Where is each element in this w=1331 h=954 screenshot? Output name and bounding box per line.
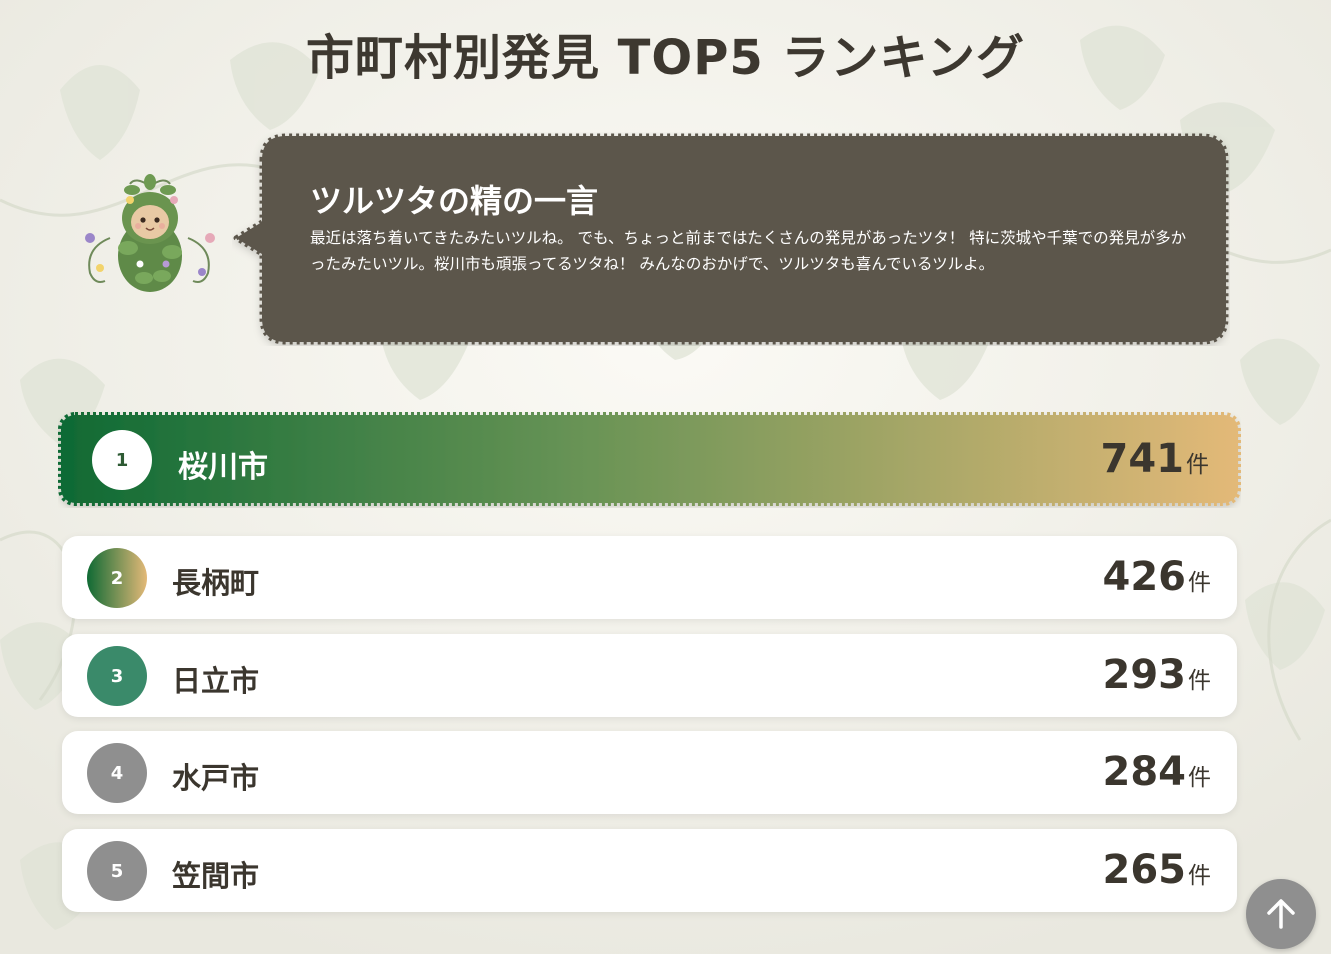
- speech-title: ツルツタの精の一言: [310, 182, 599, 220]
- rank-item-1[interactable]: 1 桜川市 741件: [58, 412, 1241, 508]
- count-unit: 件: [1188, 570, 1211, 596]
- count-unit: 件: [1188, 765, 1211, 791]
- rank-item-4[interactable]: 4 水戸市 284件: [62, 731, 1237, 814]
- count-2: 426件: [1102, 554, 1212, 600]
- count-unit: 件: [1188, 863, 1211, 889]
- city-name-1: 桜川市: [178, 450, 268, 485]
- count-1: 741件: [1100, 436, 1210, 482]
- page-title: 市町村別発見 TOP5 ランキング: [305, 30, 1026, 86]
- city-name-4: 水戸市: [172, 761, 260, 795]
- speech-bubble-shape: [233, 133, 1229, 345]
- rank-1-banner: [58, 412, 1241, 506]
- city-name-2: 長柄町: [172, 566, 260, 600]
- speech-text: 最近は落ち着いてきたみたいツルね。 でも、ちょっと前まではたくさんの発見があった…: [310, 229, 1187, 273]
- count-unit: 件: [1186, 452, 1209, 478]
- arrow-up-icon: [1267, 899, 1295, 929]
- ivy-fairy-icon: [85, 174, 215, 292]
- speech-bubble: ツルツタの精の一言 最近は落ち着いてきたみたいツルね。 でも、ちょっと前まではた…: [232, 132, 1230, 346]
- city-name-5: 笠間市: [172, 859, 260, 893]
- rank-badge-1: 1: [92, 430, 152, 490]
- rank-badge-4: 4: [87, 743, 147, 803]
- count-unit: 件: [1188, 668, 1211, 694]
- rank-item-2[interactable]: 2 長柄町 426件: [62, 536, 1237, 619]
- rank-badge-2: 2: [87, 548, 147, 608]
- count-4: 284件: [1102, 749, 1212, 795]
- rank-badge-3: 3: [87, 646, 147, 706]
- rank-item-5[interactable]: 5 笠間市 265件: [62, 829, 1237, 912]
- count-5: 265件: [1102, 847, 1212, 893]
- city-name-3: 日立市: [172, 664, 260, 698]
- scroll-top-button[interactable]: [1246, 879, 1316, 949]
- count-3: 293件: [1102, 652, 1212, 698]
- rank-badge-5: 5: [87, 841, 147, 901]
- rank-item-3[interactable]: 3 日立市 293件: [62, 634, 1237, 717]
